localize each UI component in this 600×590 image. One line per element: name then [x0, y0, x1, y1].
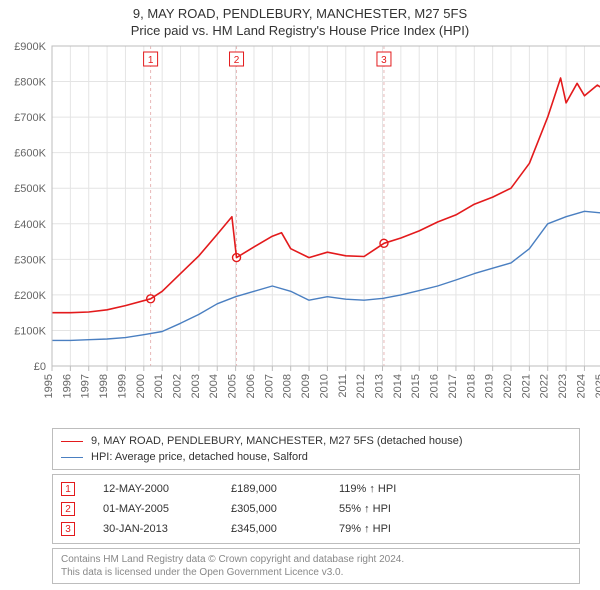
legend-item-hpi: HPI: Average price, detached house, Salf… [61, 449, 571, 465]
event-hpi: 55% ↑ HPI [339, 503, 391, 515]
legend-label-hpi: HPI: Average price, detached house, Salf… [91, 451, 308, 463]
svg-text:1995: 1995 [43, 374, 55, 398]
svg-text:2014: 2014 [392, 374, 404, 398]
event-marker-3: 3 [61, 522, 75, 536]
legend-swatch-hpi [61, 457, 83, 458]
svg-text:£600K: £600K [14, 148, 46, 160]
svg-text:2016: 2016 [429, 374, 441, 398]
svg-text:1999: 1999 [116, 374, 128, 398]
svg-text:£400K: £400K [14, 219, 46, 231]
svg-text:2012: 2012 [355, 374, 367, 398]
svg-text:2006: 2006 [245, 374, 257, 398]
event-hpi: 119% ↑ HPI [339, 483, 396, 495]
svg-text:£900K: £900K [14, 41, 46, 53]
svg-text:2024: 2024 [575, 374, 587, 398]
svg-text:2002: 2002 [172, 374, 184, 398]
svg-text:£300K: £300K [14, 254, 46, 266]
attribution-line1: Contains HM Land Registry data © Crown c… [61, 553, 571, 566]
svg-text:3: 3 [381, 55, 387, 66]
event-date: 12-MAY-2000 [103, 483, 203, 495]
event-hpi: 79% ↑ HPI [339, 523, 391, 535]
svg-text:2000: 2000 [135, 374, 147, 398]
event-price: £345,000 [231, 523, 311, 535]
svg-text:2011: 2011 [337, 374, 349, 398]
chart-container: £0 £100K £200K £300K £400K £500K £600K £700K £80… [0, 38, 600, 422]
event-price: £189,000 [231, 483, 311, 495]
legend: 9, MAY ROAD, PENDLEBURY, MANCHESTER, M27… [52, 428, 580, 470]
svg-text:2010: 2010 [318, 374, 330, 398]
svg-text:1998: 1998 [98, 374, 110, 398]
svg-text:2005: 2005 [227, 374, 239, 398]
svg-text:2025: 2025 [594, 374, 600, 398]
svg-text:£500K: £500K [14, 183, 46, 195]
attribution: Contains HM Land Registry data © Crown c… [52, 548, 580, 584]
legend-label-property: 9, MAY ROAD, PENDLEBURY, MANCHESTER, M27… [91, 435, 463, 447]
event-date: 01-MAY-2005 [103, 503, 203, 515]
svg-text:2021: 2021 [520, 374, 532, 398]
event-price: £305,000 [231, 503, 311, 515]
event-marker-1: 1 [61, 482, 75, 496]
svg-text:2020: 2020 [502, 374, 514, 398]
svg-text:2007: 2007 [263, 374, 275, 398]
event-row: 3 30-JAN-2013 £345,000 79% ↑ HPI [61, 519, 571, 539]
svg-text:2017: 2017 [447, 374, 459, 398]
svg-text:2018: 2018 [465, 374, 477, 398]
svg-text:2013: 2013 [373, 374, 385, 398]
svg-text:£100K: £100K [14, 325, 46, 337]
svg-text:2022: 2022 [539, 374, 551, 398]
events-table: 1 12-MAY-2000 £189,000 119% ↑ HPI 2 01-M… [52, 474, 580, 544]
event-row: 2 01-MAY-2005 £305,000 55% ↑ HPI [61, 499, 571, 519]
svg-text:2: 2 [234, 55, 240, 66]
svg-text:1996: 1996 [61, 374, 73, 398]
event-row: 1 12-MAY-2000 £189,000 119% ↑ HPI [61, 479, 571, 499]
event-date: 30-JAN-2013 [103, 523, 203, 535]
svg-text:2001: 2001 [153, 374, 165, 398]
attribution-line2: This data is licensed under the Open Gov… [61, 566, 571, 579]
svg-text:£0: £0 [34, 361, 46, 373]
svg-text:1: 1 [148, 55, 154, 66]
svg-text:2009: 2009 [300, 374, 312, 398]
svg-text:£800K: £800K [14, 77, 46, 89]
svg-text:2004: 2004 [208, 374, 220, 398]
svg-text:£200K: £200K [14, 290, 46, 302]
legend-swatch-property [61, 441, 83, 442]
svg-text:2019: 2019 [484, 374, 496, 398]
line-chart: £0 £100K £200K £300K £400K £500K £600K £700K £80… [0, 38, 600, 422]
title-subtitle: Price paid vs. HM Land Registry's House … [0, 23, 600, 38]
svg-text:£700K: £700K [14, 112, 46, 124]
svg-text:2023: 2023 [557, 374, 569, 398]
svg-text:2008: 2008 [282, 374, 294, 398]
chart-titles: 9, MAY ROAD, PENDLEBURY, MANCHESTER, M27… [0, 0, 600, 38]
page-root: 9, MAY ROAD, PENDLEBURY, MANCHESTER, M27… [0, 0, 600, 590]
legend-item-property: 9, MAY ROAD, PENDLEBURY, MANCHESTER, M27… [61, 433, 571, 449]
svg-text:2015: 2015 [410, 374, 422, 398]
title-address: 9, MAY ROAD, PENDLEBURY, MANCHESTER, M27… [0, 6, 600, 21]
svg-text:2003: 2003 [190, 374, 202, 398]
svg-text:1997: 1997 [80, 374, 92, 398]
event-marker-2: 2 [61, 502, 75, 516]
